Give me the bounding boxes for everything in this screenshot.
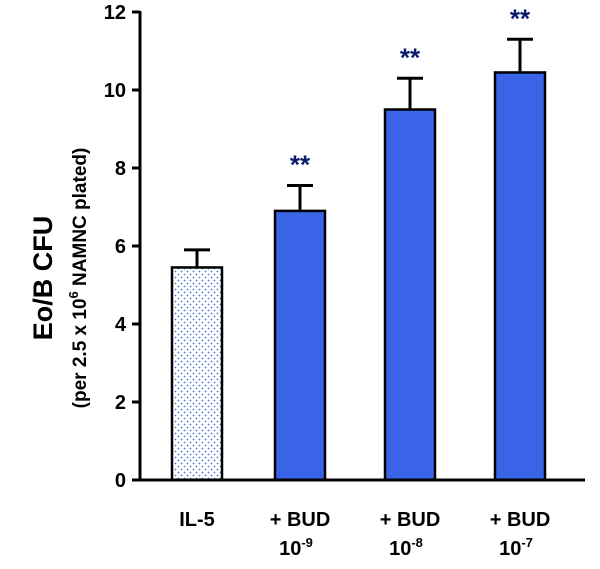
x-category-sublabel: 10-9 bbox=[279, 535, 313, 560]
y-axis-ticks: 0 2 4 6 8 10 12 bbox=[104, 2, 140, 492]
x-category-label: + BUD bbox=[380, 509, 441, 531]
x-category-sublabel: 10-8 bbox=[389, 535, 423, 560]
bar bbox=[493, 71, 547, 482]
bars bbox=[170, 71, 547, 482]
x-category-label: IL-5 bbox=[179, 509, 215, 531]
y-tick-label: 2 bbox=[115, 392, 126, 414]
y-tick-label: 0 bbox=[115, 470, 126, 492]
bar bbox=[170, 266, 224, 482]
x-axis-labels: IL-5 + BUD 10-9 + BUD 10-8 + BUD 10-7 bbox=[179, 509, 550, 560]
significance-markers: ** ** ** bbox=[290, 3, 531, 179]
significance-marker: ** bbox=[290, 150, 311, 180]
x-category-sublabel: 10-7 bbox=[499, 535, 533, 560]
y-tick-label: 12 bbox=[104, 2, 126, 24]
axes bbox=[138, 11, 585, 482]
error-bars bbox=[184, 37, 533, 268]
y-axis-label: Eo/B CFU bbox=[28, 216, 58, 341]
y-tick-label: 6 bbox=[115, 236, 126, 258]
y-axis-sublabel: (per 2.5 x 106 NAMNC plated) bbox=[66, 148, 91, 409]
y-tick-label: 10 bbox=[104, 80, 126, 102]
x-category-label: + BUD bbox=[490, 509, 551, 531]
y-tick-label: 4 bbox=[115, 314, 127, 336]
y-axis-title: Eo/B CFU (per 2.5 x 106 NAMNC plated) bbox=[28, 148, 91, 409]
bar bbox=[273, 209, 327, 482]
significance-marker: ** bbox=[400, 42, 421, 72]
significance-marker: ** bbox=[510, 3, 531, 33]
x-category-label: + BUD bbox=[270, 509, 331, 531]
y-tick-label: 8 bbox=[115, 158, 126, 180]
bar bbox=[383, 108, 437, 482]
